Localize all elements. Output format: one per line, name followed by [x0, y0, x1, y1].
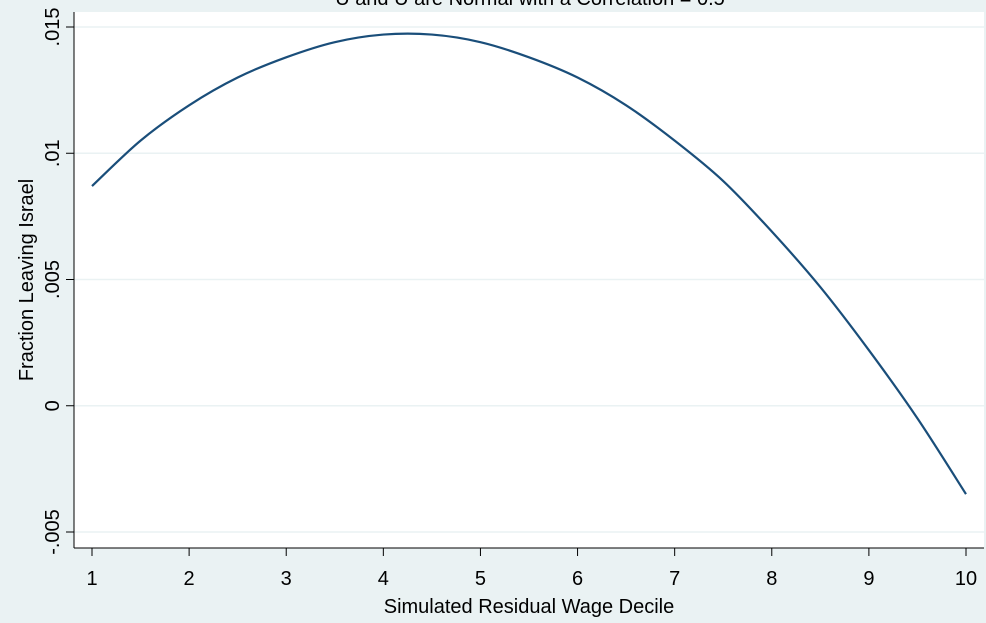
data-point [334, 41, 336, 43]
data-point [819, 286, 821, 288]
x-tick-label: 2 [184, 568, 195, 590]
y-tick-label: 0 [42, 400, 64, 411]
data-point [625, 104, 627, 106]
data-point [577, 77, 579, 79]
y-tick-label: .015 [42, 8, 64, 47]
data-point [868, 349, 870, 351]
y-tick-label: .005 [42, 260, 64, 299]
chart-title: U and U are Normal with a Correlation = … [335, 0, 725, 10]
x-tick-label: 5 [475, 568, 486, 590]
data-point [722, 180, 724, 182]
x-axis-ticks: 1 2 3 4 5 6 7 8 9 10 [86, 548, 977, 590]
y-axis-ticks: -.005 0 .005 .01 .015 [42, 8, 74, 555]
x-tick-label: 7 [669, 568, 680, 590]
x-tick-label: 4 [378, 568, 389, 590]
data-point [237, 77, 239, 79]
y-axis-title: Fraction Leaving Israel [16, 179, 38, 381]
data-point [140, 140, 142, 142]
y-tick-label: .01 [42, 139, 64, 167]
data-point [285, 56, 287, 58]
data-point [528, 56, 530, 58]
x-tick-label: 8 [766, 568, 777, 590]
x-axis-title: Simulated Residual Wage Decile [384, 596, 675, 618]
x-tick-label: 9 [863, 568, 874, 590]
data-point [916, 417, 918, 419]
data-point [674, 140, 676, 142]
series-line [91, 32, 967, 495]
x-tick-label: 1 [86, 568, 97, 590]
data-point [382, 34, 384, 36]
x-tick-label: 6 [572, 568, 583, 590]
data-point [479, 41, 481, 43]
data-point [91, 185, 93, 187]
x-tick-label: 10 [955, 568, 977, 590]
x-tick-label: 3 [281, 568, 292, 590]
grid-lines [74, 26, 984, 533]
data-point [431, 34, 433, 36]
data-point [965, 493, 967, 495]
data-point [771, 231, 773, 233]
data-point [188, 104, 190, 106]
y-tick-label: -.005 [42, 509, 64, 555]
